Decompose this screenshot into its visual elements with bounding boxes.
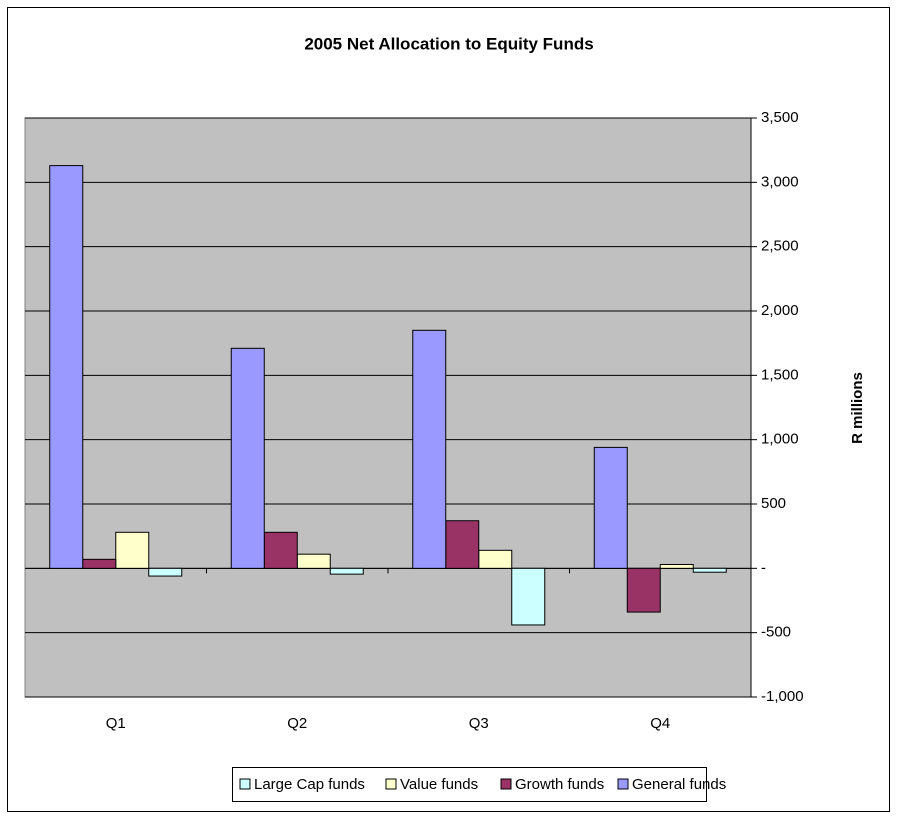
y-tick-label: 500: [761, 495, 786, 512]
y-axis-title: R millions: [849, 372, 866, 444]
bar: [230, 347, 265, 569]
legend-swatch: [617, 778, 629, 790]
bar: [511, 567, 546, 626]
legend-label: Value funds: [400, 776, 478, 793]
x-tick-label: Q1: [106, 715, 126, 732]
legend-label: Large Cap funds: [254, 776, 365, 793]
legend-label: Growth funds: [515, 776, 604, 793]
y-tick-label: 3,500: [761, 109, 799, 126]
bar: [692, 567, 727, 573]
y-tick-label: 2,000: [761, 302, 799, 319]
bar: [49, 165, 84, 569]
y-tick-label: 3,000: [761, 173, 799, 190]
legend-swatch: [239, 778, 251, 790]
bar: [626, 567, 661, 613]
bar: [412, 329, 447, 569]
legend-swatch: [500, 778, 512, 790]
bar: [478, 549, 513, 569]
y-tick-label: 2,500: [761, 238, 799, 255]
y-tick-label: 1,500: [761, 366, 799, 383]
bar: [263, 531, 298, 569]
bar: [115, 531, 150, 569]
chart-title: 2005 Net Allocation to Equity Funds: [304, 34, 593, 53]
y-tick-label: 1,000: [761, 431, 799, 448]
y-tick-label: -1,000: [761, 688, 804, 705]
bar: [593, 446, 628, 569]
y-tick-label: -500: [761, 624, 791, 641]
bar: [329, 567, 364, 575]
bar: [445, 520, 480, 569]
bar: [296, 553, 331, 569]
x-tick-label: Q4: [650, 715, 670, 732]
legend-swatch: [385, 778, 397, 790]
legend-label: General funds: [632, 776, 726, 793]
x-tick-label: Q3: [469, 715, 489, 732]
x-tick-label: Q2: [287, 715, 307, 732]
y-tick-label: -: [761, 559, 766, 576]
bar: [659, 563, 694, 569]
bar: [148, 567, 183, 577]
bar: [82, 558, 117, 569]
